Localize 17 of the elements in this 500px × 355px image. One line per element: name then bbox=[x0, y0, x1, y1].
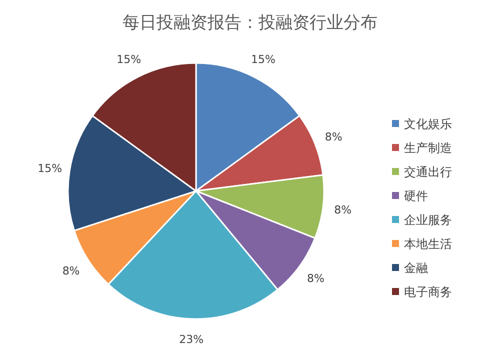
legend-label: 硬件 bbox=[404, 189, 428, 203]
data-label: 8% bbox=[62, 264, 80, 278]
data-label: 15% bbox=[38, 162, 62, 175]
legend-label: 交通出行 bbox=[404, 165, 452, 179]
legend-label: 企业服务 bbox=[404, 213, 452, 227]
data-label: 8% bbox=[307, 272, 324, 285]
legend-label: 电子商务 bbox=[404, 285, 452, 299]
legend-label: 文化娱乐 bbox=[404, 117, 452, 131]
data-label: 8% bbox=[324, 130, 342, 144]
data-label: 23% bbox=[179, 332, 204, 346]
data-label: 15% bbox=[250, 53, 276, 66]
data-label: 15% bbox=[116, 53, 142, 66]
legend-label: 本地生活 bbox=[404, 237, 452, 251]
legend-label: 生产制造 bbox=[404, 141, 452, 155]
legend-label: 金融 bbox=[404, 261, 428, 275]
chart-title: 每日投融资报告：投融资行业分布 bbox=[122, 13, 378, 33]
data-label: 8% bbox=[334, 204, 352, 217]
